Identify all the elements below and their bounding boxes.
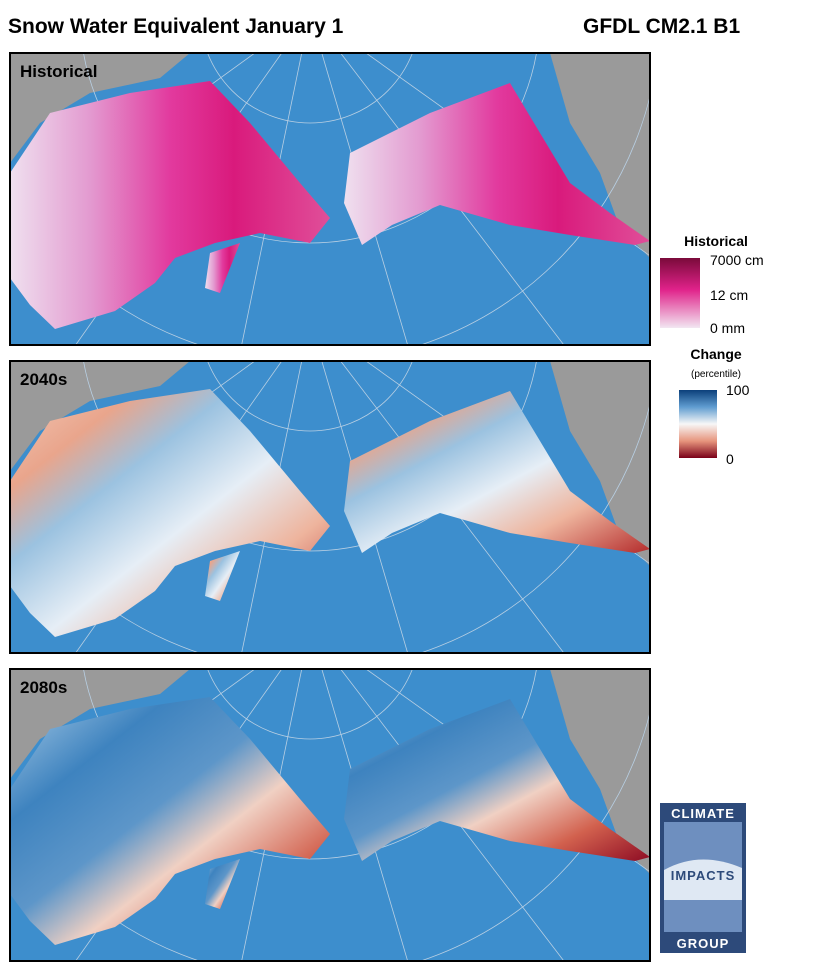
panel-label: 2040s xyxy=(20,370,67,389)
panel-label: 2080s xyxy=(20,678,67,697)
logo: CLIMATE IMPACTS GROUP xyxy=(660,803,746,953)
model: GFDL CM2.1 B1 xyxy=(583,15,740,38)
color-bar xyxy=(679,390,717,458)
legend-change: Change (percentile) 100 0 xyxy=(679,346,750,467)
legend-label: 100 xyxy=(726,382,750,398)
map-panel: 2080s xyxy=(9,668,651,962)
legend-title: Change xyxy=(690,346,742,362)
map-panel: 2040s xyxy=(9,360,651,654)
legend-label: 7000 cm xyxy=(710,252,764,268)
logo-text: CLIMATE xyxy=(671,806,735,821)
legend-label: 0 xyxy=(726,451,734,467)
legend-label: 0 mm xyxy=(710,320,745,336)
legend-subtitle: (percentile) xyxy=(691,369,741,380)
map-panel: Historical xyxy=(9,52,651,346)
title: Snow Water Equivalent January 1 xyxy=(8,15,344,38)
panel-label: Historical xyxy=(20,62,97,81)
logo-text: IMPACTS xyxy=(671,868,736,883)
legend-historical: Historical 7000 cm 12 cm 0 mm xyxy=(660,233,764,336)
color-bar xyxy=(660,258,700,328)
logo-text: GROUP xyxy=(677,936,730,951)
legend-label: 12 cm xyxy=(710,287,748,303)
legend-title: Historical xyxy=(684,233,748,249)
